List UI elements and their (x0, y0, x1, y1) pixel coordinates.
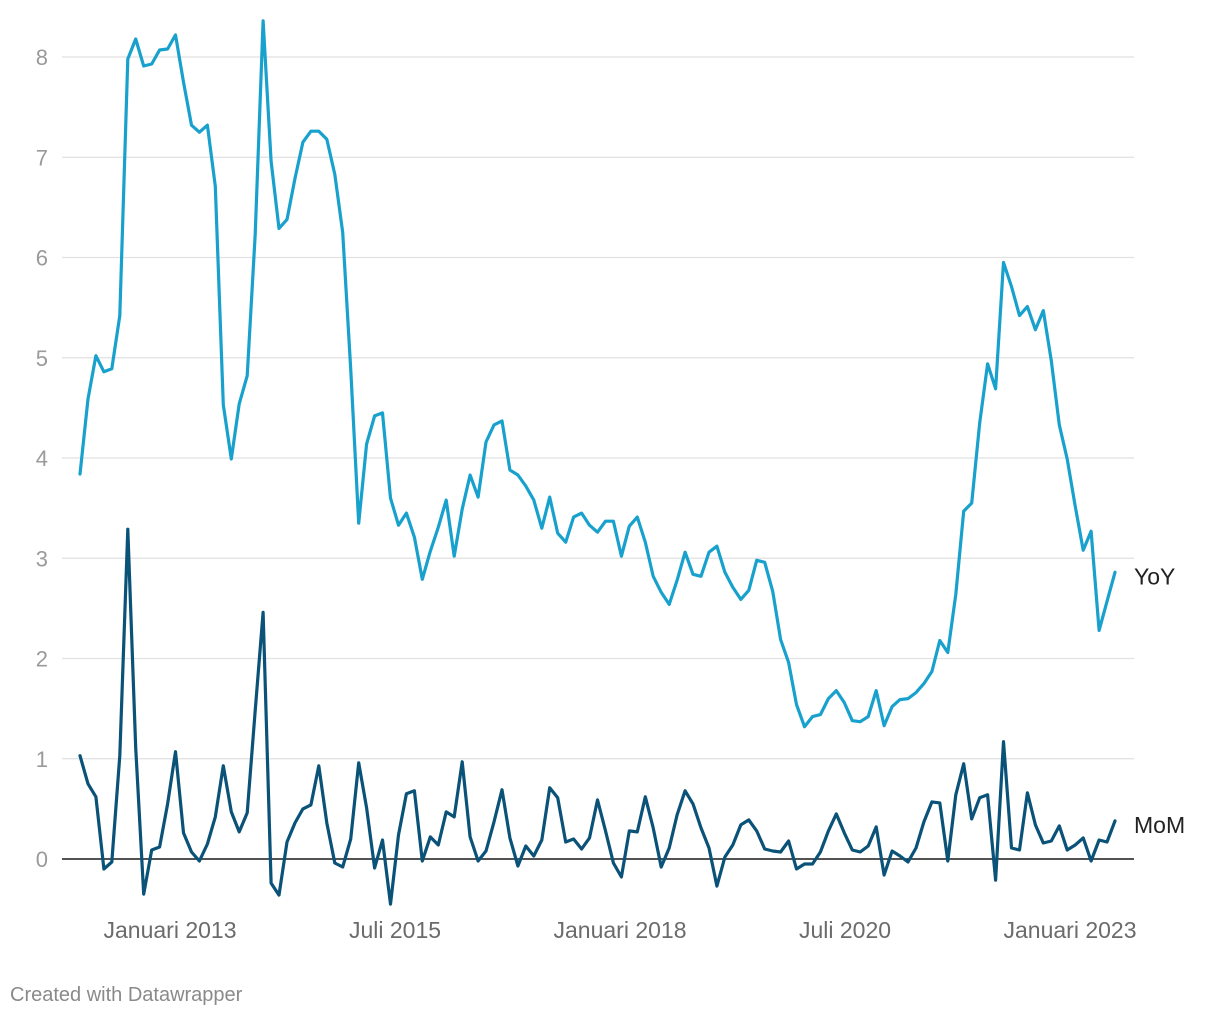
x-tick-label-1: Juli 2015 (349, 917, 441, 943)
x-tick-label-3: Juli 2020 (799, 917, 891, 943)
series-label-mom: MoM (1134, 812, 1185, 838)
y-tick-label-1: 1 (36, 747, 48, 772)
series (78, 19, 1117, 906)
y-tick-label-4: 4 (36, 446, 48, 471)
y-tick-label-2: 2 (36, 647, 48, 672)
y-tick-label-0: 0 (36, 847, 48, 872)
y-axis: 0 1 2 3 4 5 6 7 8 (36, 45, 48, 872)
series-line-mom (78, 527, 1117, 906)
x-tick-label-2: Januari 2018 (554, 917, 687, 943)
series-labels: YoY MoM (1134, 563, 1185, 838)
y-tick-label-6: 6 (36, 246, 48, 271)
x-tick-label-0: Januari 2013 (104, 917, 237, 943)
gridlines (62, 56, 1134, 860)
y-tick-label-3: 3 (36, 546, 48, 571)
footer-credit: Created with Datawrapper (10, 984, 243, 1006)
x-axis: Januari 2013 Juli 2015 Januari 2018 Juli 20… (104, 917, 1137, 943)
y-tick-label-7: 7 (36, 145, 48, 170)
series-label-yoy: YoY (1134, 563, 1175, 589)
y-tick-label-8: 8 (36, 45, 48, 70)
x-tick-label-4: Januari 2023 (1004, 917, 1137, 943)
y-tick-label-5: 5 (36, 346, 48, 371)
series-line-yoy (78, 19, 1117, 729)
